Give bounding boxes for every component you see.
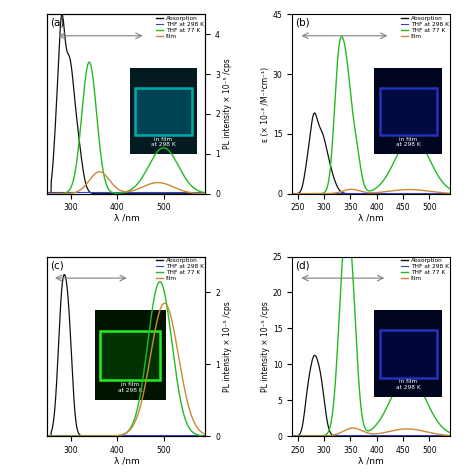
X-axis label: λ /nm: λ /nm bbox=[114, 456, 139, 465]
Text: (d): (d) bbox=[295, 260, 310, 270]
Legend: Absorption, THF at 298 K, THF at 77 K, film: Absorption, THF at 298 K, THF at 77 K, f… bbox=[156, 15, 204, 39]
Legend: Absorption, THF at 298 K, THF at 77 K, film: Absorption, THF at 298 K, THF at 77 K, f… bbox=[401, 258, 449, 282]
X-axis label: λ /nm: λ /nm bbox=[358, 214, 384, 223]
Y-axis label: PL intensity × 10⁻⁵ /cps: PL intensity × 10⁻⁵ /cps bbox=[223, 301, 232, 392]
Text: (c): (c) bbox=[51, 260, 64, 270]
Legend: Absorption, THF at 298 K, THF at 77 K, film: Absorption, THF at 298 K, THF at 77 K, f… bbox=[401, 15, 449, 39]
X-axis label: λ /nm: λ /nm bbox=[114, 214, 139, 223]
X-axis label: λ /nm: λ /nm bbox=[358, 456, 384, 465]
Legend: Absorption, THF at 298 K, THF at 77 K, film: Absorption, THF at 298 K, THF at 77 K, f… bbox=[156, 258, 204, 282]
Y-axis label: PL intensity × 10⁻⁵ /cps: PL intensity × 10⁻⁵ /cps bbox=[261, 301, 270, 392]
Y-axis label: ε (× 10⁻³ /M⁻¹cm⁻¹): ε (× 10⁻³ /M⁻¹cm⁻¹) bbox=[261, 66, 270, 142]
Text: (a): (a) bbox=[51, 18, 65, 28]
Y-axis label: PL intensity × 10⁻⁵ /cps: PL intensity × 10⁻⁵ /cps bbox=[223, 59, 232, 149]
Text: (b): (b) bbox=[295, 18, 310, 28]
